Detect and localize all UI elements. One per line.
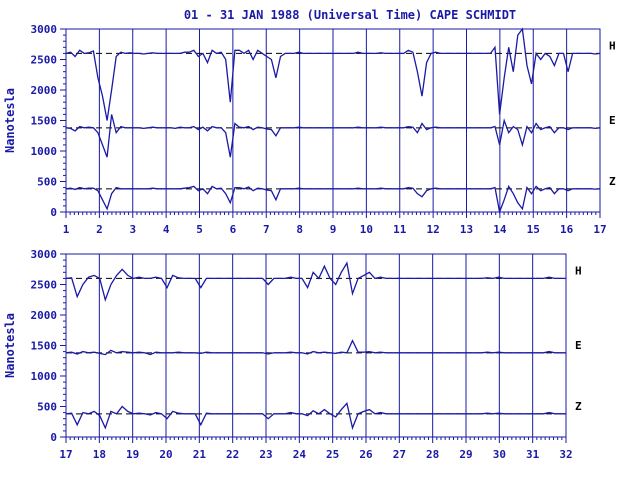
x-tick-label: 26	[359, 448, 373, 461]
y-tick-label: 1500	[31, 115, 58, 128]
x-tick-label: 30	[493, 448, 506, 461]
x-tick-label: 13	[460, 223, 473, 236]
x-tick-label: 19	[126, 448, 139, 461]
y-tick-label: 1500	[31, 340, 58, 353]
series-line-e	[65, 114, 601, 158]
x-tick-label: 24	[293, 448, 307, 461]
x-tick-label: 7	[263, 223, 270, 236]
x-tick-label: 15	[527, 223, 540, 236]
x-tick-label: 5	[196, 223, 203, 236]
x-tick-label: 2	[96, 223, 103, 236]
x-tick-label: 11	[393, 223, 407, 236]
plot-frame-2	[65, 253, 567, 438]
y-tick-label: 2500	[31, 54, 58, 67]
x-tick-label: 9	[330, 223, 337, 236]
x-tick-label: 28	[426, 448, 439, 461]
series-line-e	[65, 339, 566, 356]
x-tick-label: 3	[129, 223, 136, 236]
y-tick-label: 2500	[31, 279, 58, 292]
series-line-h	[65, 27, 601, 121]
x-tick-label: 22	[226, 448, 239, 461]
series-label-z: Z	[575, 400, 582, 413]
x-tick-label: 17	[593, 223, 606, 236]
y-tick-label: 500	[37, 176, 57, 189]
x-tick-label: 29	[459, 448, 472, 461]
series-line-z	[65, 184, 601, 215]
y-tick-label: 3000	[31, 23, 58, 36]
series-label-h: H	[575, 264, 582, 277]
series-line-z	[65, 402, 566, 431]
x-tick-label: 27	[393, 448, 406, 461]
x-tick-label: 8	[296, 223, 303, 236]
x-tick-label: 14	[493, 223, 507, 236]
series-label-h: H	[609, 39, 616, 52]
y-tick-label: 500	[37, 401, 57, 414]
y-tick-label: 1000	[31, 370, 58, 383]
series-label-z: Z	[609, 175, 616, 188]
x-tick-label: 31	[526, 448, 540, 461]
x-tick-label: 25	[326, 448, 339, 461]
x-tick-label: 4	[163, 223, 170, 236]
x-tick-label: 20	[159, 448, 172, 461]
y-tick-label: 0	[50, 431, 57, 444]
series-line-h	[65, 261, 566, 302]
y-tick-label: 2000	[31, 84, 58, 97]
x-tick-label: 18	[93, 448, 106, 461]
x-tick-label: 10	[360, 223, 373, 236]
y-tick-label: 2000	[31, 309, 58, 322]
y-tick-label: 3000	[31, 248, 58, 261]
y-tick-label: 0	[50, 206, 57, 219]
y-tick-label: 1000	[31, 145, 58, 158]
x-tick-label: 16	[560, 223, 574, 236]
chart-title: 01 - 31 JAN 1988 (Universal Time) CAPE S…	[183, 8, 517, 22]
x-tick-label: 32	[559, 448, 572, 461]
y-axis-label: Nanotesla	[3, 313, 17, 378]
x-tick-label: 17	[59, 448, 72, 461]
series-label-e: E	[575, 339, 582, 352]
series-label-e: E	[609, 114, 616, 127]
x-tick-label: 1	[63, 223, 70, 236]
x-tick-label: 6	[230, 223, 237, 236]
x-tick-label: 23	[259, 448, 272, 461]
x-tick-label: 12	[427, 223, 440, 236]
y-axis-label: Nanotesla	[3, 88, 17, 153]
x-tick-label: 21	[193, 448, 207, 461]
